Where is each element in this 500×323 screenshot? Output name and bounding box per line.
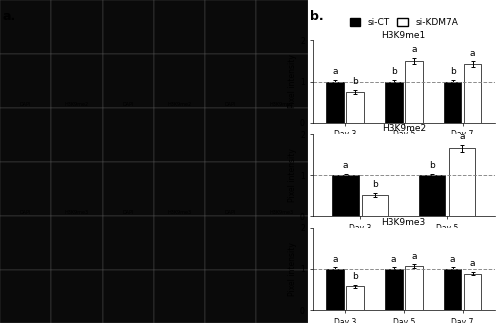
Text: b.: b. [310,10,324,23]
Text: DAPI: DAPI [225,210,236,215]
Text: a: a [450,255,456,264]
Bar [205,162,256,216]
Bar [102,108,154,162]
Bar [405,61,422,123]
Bar [256,270,308,323]
Text: a.: a. [2,10,16,23]
Bar [154,54,205,108]
Y-axis label: Pixel intensity: Pixel intensity [288,242,297,296]
Text: b: b [391,67,396,76]
Bar [205,0,256,54]
Bar [52,0,102,54]
Bar [102,216,154,270]
Bar [52,270,102,323]
Text: b: b [352,78,358,87]
Text: b: b [430,161,436,170]
Legend: si-CT, si-KDM7A: si-CT, si-KDM7A [346,15,462,31]
Text: b: b [372,180,378,189]
Bar [444,81,462,123]
Bar [326,81,344,123]
Text: H3K9me2: H3K9me2 [65,102,89,107]
Text: a: a [459,132,464,141]
Text: H3K9me2: H3K9me2 [270,102,294,107]
Title: H3K9me3: H3K9me3 [382,218,426,227]
Text: a: a [343,161,348,170]
Text: DAPI: DAPI [225,102,236,107]
Bar [449,149,475,216]
Text: DAPI: DAPI [122,210,134,215]
Bar [420,175,446,216]
Text: a: a [332,255,338,264]
Bar [0,162,52,216]
Y-axis label: Pixel intensity: Pixel intensity [288,148,297,202]
Bar [256,0,308,54]
Bar [52,216,102,270]
Bar [205,54,256,108]
Text: H3K9me3: H3K9me3 [168,210,192,215]
Bar [346,286,364,310]
Text: H3K9me2: H3K9me2 [168,102,192,107]
Title: H3K9me1: H3K9me1 [382,31,426,40]
Text: a: a [411,252,416,261]
Text: H3K9me3: H3K9me3 [270,210,294,215]
Bar [362,195,388,216]
Bar [385,269,402,310]
Bar [154,0,205,54]
Text: DAPI: DAPI [20,210,32,215]
Text: a: a [332,67,338,76]
Bar [102,270,154,323]
Bar [346,92,364,123]
Text: b: b [352,272,358,281]
Bar [256,54,308,108]
Text: H3K9me3: H3K9me3 [65,210,89,215]
Bar [52,54,102,108]
Bar [0,54,52,108]
Bar [0,216,52,270]
Bar [154,270,205,323]
Title: H3K9me2: H3K9me2 [382,124,426,133]
Bar [405,266,422,310]
Bar [205,216,256,270]
Bar [464,64,481,123]
Bar [385,81,402,123]
Bar [332,175,358,216]
Text: DAPI: DAPI [20,102,32,107]
Bar [0,0,52,54]
Bar [205,270,256,323]
Y-axis label: Pixel intensity: Pixel intensity [288,55,297,109]
Bar [326,269,344,310]
Bar [102,0,154,54]
Text: b: b [450,67,456,76]
Bar [444,269,462,310]
Bar [464,274,481,310]
Bar [102,162,154,216]
Bar [256,108,308,162]
Bar [154,216,205,270]
Bar [205,108,256,162]
Text: a: a [470,259,476,268]
Bar [256,216,308,270]
Bar [102,54,154,108]
Bar [0,270,52,323]
Bar [154,162,205,216]
Bar [256,162,308,216]
Text: a: a [391,255,396,264]
Bar [154,108,205,162]
Bar [0,108,52,162]
Bar [52,108,102,162]
Text: DAPI: DAPI [122,102,134,107]
Bar [52,162,102,216]
Text: a: a [411,45,416,54]
Text: a: a [470,49,476,58]
